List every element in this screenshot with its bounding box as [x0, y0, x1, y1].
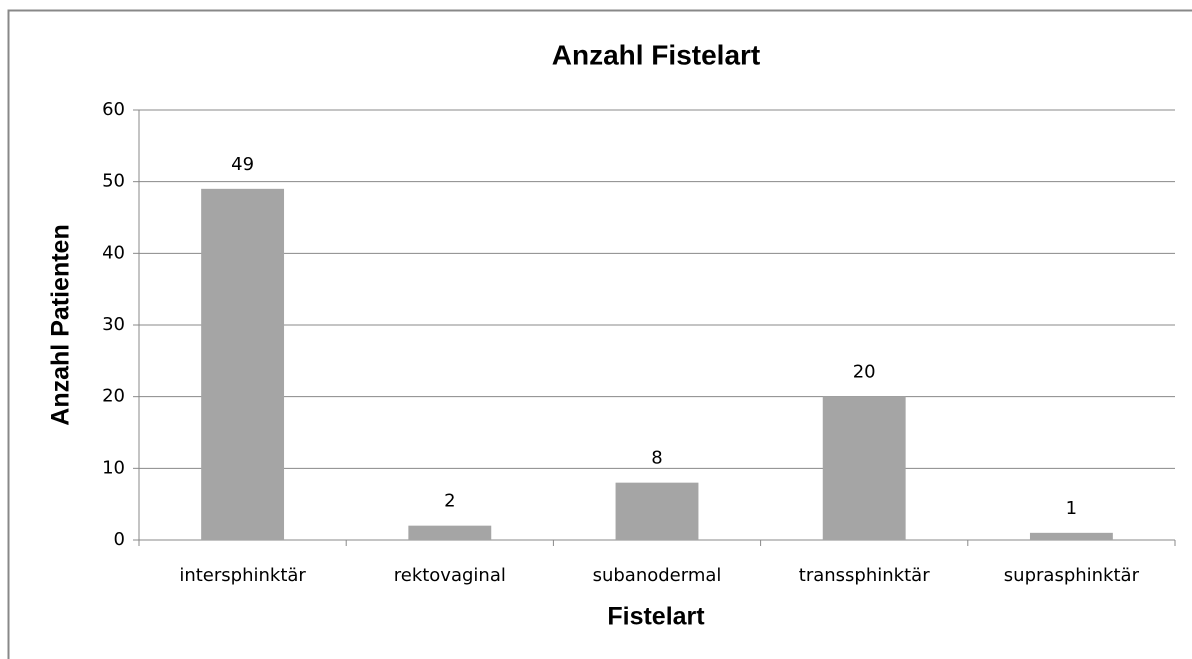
y-tick-label: 40 [102, 242, 125, 263]
bar [1029, 532, 1113, 540]
y-tick-label: 0 [114, 529, 125, 550]
y-tick-label: 30 [102, 314, 125, 335]
y-tick-label: 20 [102, 386, 125, 407]
x-tick-label: transsphinktär [799, 565, 930, 586]
data-label: 8 [651, 448, 662, 469]
data-label: 1 [1066, 498, 1077, 519]
chart-title: Anzahl Fistelart [552, 39, 760, 70]
y-tick-label: 60 [102, 99, 125, 120]
bar [408, 525, 492, 540]
y-tick-label: 10 [102, 457, 125, 478]
data-label: 20 [853, 362, 876, 383]
data-label: 2 [444, 491, 455, 512]
data-label: 49 [231, 154, 254, 175]
x-tick-label: intersphinktär [179, 565, 306, 586]
bar [822, 396, 906, 540]
bar [615, 482, 699, 540]
y-axis-label: Anzahl Patienten [47, 224, 75, 425]
x-tick-label: suprasphinktär [1004, 565, 1140, 586]
chart-frame [7, 9, 1192, 659]
y-tick-label: 50 [102, 171, 125, 192]
x-tick-label: rektovaginal [394, 565, 506, 586]
bar [201, 188, 285, 541]
x-tick-label: subanodermal [593, 565, 722, 586]
x-axis-label: Fistelart [607, 603, 705, 631]
